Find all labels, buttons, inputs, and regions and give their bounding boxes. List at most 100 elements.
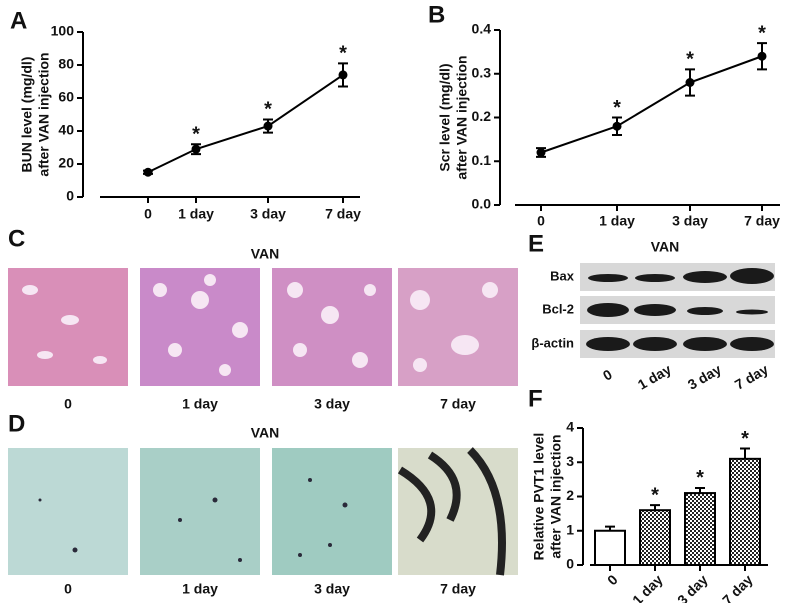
- panel-label: B: [428, 1, 445, 28]
- y-axis-label: after VAN injection: [548, 434, 564, 558]
- panel-title: VAN: [651, 239, 680, 255]
- x-tick-label: 0: [537, 213, 545, 229]
- x-tick-label: 1 day: [599, 213, 635, 229]
- significance-mark: *: [696, 467, 704, 489]
- significance-mark: *: [339, 43, 347, 65]
- tissue-texture: [22, 274, 498, 376]
- y-tick-label: 80: [58, 56, 74, 72]
- lane-label: 7 day: [440, 396, 476, 412]
- line: [147, 74, 344, 174]
- x-tick-label: 1 day: [178, 206, 214, 222]
- error-bar: [695, 486, 705, 494]
- y-axis-label: after VAN injection: [36, 52, 52, 176]
- significance-mark: *: [192, 123, 200, 145]
- ihc-image: [140, 448, 260, 575]
- lane-label: 0: [600, 366, 615, 384]
- x-tick-label: 3 day: [672, 213, 708, 229]
- point: [143, 167, 153, 177]
- stain-dots: [38, 478, 348, 562]
- bar: [639, 509, 671, 567]
- lane-label: 0: [64, 396, 72, 412]
- panel-title: VAN: [251, 425, 280, 441]
- y-tick-label: 100: [51, 23, 75, 39]
- panel-title: VAN: [251, 246, 280, 262]
- y-tick-label: 20: [58, 155, 74, 171]
- panel-label: D: [8, 410, 25, 437]
- significance-mark: *: [758, 22, 766, 44]
- panel-label: A: [10, 7, 27, 34]
- point: [757, 51, 767, 61]
- lane-label: 3 day: [685, 361, 724, 393]
- point: [612, 121, 622, 131]
- lane-label: 3 day: [314, 396, 350, 412]
- panel-d: D VAN 0 1 day 3 day 7 day: [8, 410, 518, 597]
- bar: [594, 529, 626, 566]
- chart: B Scr level (mg/dl) after VAN injection 0.0…: [428, 1, 780, 228]
- x-tick-label: 7 day: [719, 571, 756, 603]
- bar: [729, 457, 761, 567]
- bar: [684, 492, 716, 567]
- row-label: Bcl-2: [542, 301, 574, 316]
- ihc-image: [272, 448, 392, 575]
- error-bar: [605, 525, 615, 531]
- lane-label: 0: [64, 581, 72, 597]
- significance-mark: *: [741, 428, 749, 450]
- panel-label: F: [528, 385, 543, 412]
- lane-label: 7 day: [732, 361, 771, 393]
- row-label: Bax: [550, 268, 575, 283]
- stained-epithelium: [397, 447, 506, 576]
- y-axis-label: Scr level (mg/dl): [437, 63, 453, 171]
- y-tick-label: 1: [566, 521, 574, 537]
- y-axis-label: BUN level (mg/dl): [19, 57, 35, 173]
- lane-label: 7 day: [440, 581, 476, 597]
- y-axis-label: Relative PVT1 level: [531, 433, 547, 561]
- error-bar: [740, 447, 750, 459]
- chart: A BUN level (mg/dl) after VAN injection 0 20…: [10, 7, 361, 221]
- line: [540, 55, 763, 154]
- point: [338, 70, 348, 80]
- y-tick-label: 0.2: [472, 108, 492, 124]
- lane-label: 1 day: [182, 581, 218, 597]
- significance-mark: *: [686, 49, 694, 71]
- y-tick-label: 0: [66, 188, 74, 204]
- y-axis-label: after VAN injection: [454, 55, 470, 179]
- error-bar: [650, 504, 660, 511]
- micrographs: [8, 268, 518, 386]
- point: [191, 144, 201, 154]
- y-tick-label: 4: [566, 419, 574, 435]
- y-tick-label: 0.4: [472, 21, 492, 37]
- y-tick-label: 0.1: [472, 152, 492, 168]
- x-tick-label: 0: [604, 571, 621, 588]
- y-tick-label: 2: [566, 487, 574, 503]
- lane-label: 1 day: [635, 361, 674, 393]
- point: [263, 121, 273, 131]
- x-tick-label: 7 day: [325, 206, 361, 222]
- point: [685, 78, 695, 87]
- lane-label: 1 day: [182, 396, 218, 412]
- panel-label: C: [8, 225, 25, 252]
- panel-e: E VAN Bax Bcl-2 β-actin 0 1 day 3 day 7 …: [528, 230, 775, 393]
- y-tick-label: 0.0: [472, 196, 492, 212]
- significance-mark: *: [264, 99, 272, 121]
- x-tick-label: 3 day: [250, 206, 286, 222]
- significance-mark: *: [613, 97, 621, 119]
- panel-c: C VAN 0 1 day 3 day 7 day: [8, 225, 518, 412]
- panel-label: E: [528, 230, 544, 257]
- blot-bands: [586, 268, 774, 351]
- y-tick-label: 0.3: [472, 64, 492, 80]
- y-tick-label: 60: [58, 89, 74, 105]
- point: [536, 148, 546, 157]
- y-tick-label: 3: [566, 453, 574, 469]
- x-tick-label: 0: [144, 206, 152, 222]
- lane-label: 3 day: [314, 581, 350, 597]
- significance-mark: *: [651, 484, 659, 506]
- ihc-image: [8, 448, 128, 575]
- row-label: β-actin: [531, 335, 574, 350]
- x-tick-label: 1 day: [629, 571, 666, 603]
- y-tick-label: 0: [566, 556, 574, 572]
- x-tick-label: 7 day: [744, 213, 780, 229]
- x-tick-label: 3 day: [674, 571, 711, 603]
- y-tick-label: 40: [58, 122, 74, 138]
